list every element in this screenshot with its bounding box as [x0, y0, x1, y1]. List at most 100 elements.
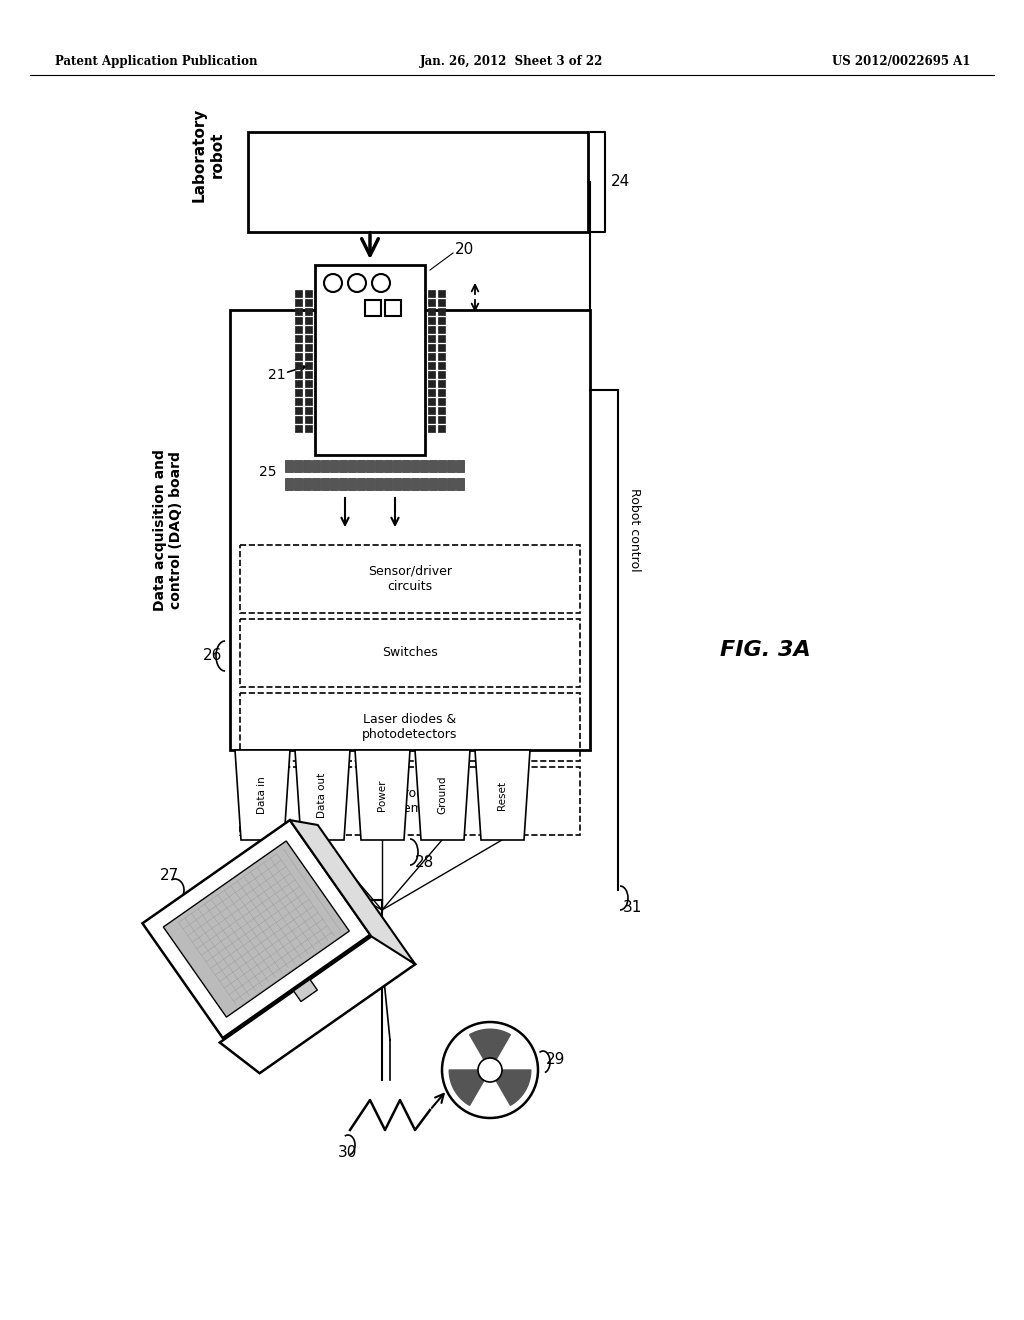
Bar: [428, 300, 435, 306]
Circle shape: [480, 1060, 500, 1080]
Text: 20: 20: [455, 243, 474, 257]
Bar: [438, 290, 445, 297]
Bar: [402, 459, 410, 473]
Bar: [230, 310, 590, 750]
Bar: [295, 290, 302, 297]
Bar: [305, 389, 312, 396]
Bar: [305, 308, 312, 315]
Text: Data in: Data in: [257, 776, 267, 814]
Bar: [348, 478, 356, 490]
Bar: [428, 362, 435, 370]
Bar: [295, 352, 302, 360]
Text: Laser diodes &
photodetectors: Laser diodes & photodetectors: [362, 713, 458, 741]
Bar: [305, 416, 312, 422]
Bar: [428, 308, 435, 315]
Bar: [366, 478, 374, 490]
Bar: [305, 399, 312, 405]
Bar: [428, 326, 435, 333]
Bar: [240, 545, 580, 612]
Bar: [295, 345, 302, 351]
Bar: [429, 459, 437, 473]
Polygon shape: [220, 933, 416, 1073]
Bar: [305, 326, 312, 333]
Text: 22: 22: [333, 288, 350, 302]
Polygon shape: [290, 820, 416, 964]
Bar: [312, 478, 319, 490]
Bar: [295, 380, 302, 387]
Bar: [312, 459, 319, 473]
Bar: [303, 478, 311, 490]
Bar: [438, 399, 445, 405]
Bar: [305, 300, 312, 306]
Bar: [447, 459, 455, 473]
Bar: [438, 300, 445, 306]
Bar: [428, 407, 435, 414]
Bar: [305, 290, 312, 297]
Bar: [295, 425, 302, 432]
Bar: [438, 371, 445, 378]
Polygon shape: [355, 750, 410, 840]
Bar: [295, 335, 302, 342]
Bar: [240, 619, 580, 686]
Text: Jan. 26, 2012  Sheet 3 of 22: Jan. 26, 2012 Sheet 3 of 22: [420, 55, 604, 69]
Text: Ground: Ground: [437, 776, 447, 814]
Text: US 2012/0022695 A1: US 2012/0022695 A1: [831, 55, 970, 69]
Bar: [428, 335, 435, 342]
Bar: [339, 459, 347, 473]
Bar: [295, 399, 302, 405]
Text: 23: 23: [355, 313, 373, 327]
Bar: [428, 399, 435, 405]
Text: Sensor/driver
circuits: Sensor/driver circuits: [368, 565, 452, 593]
Bar: [305, 371, 312, 378]
Bar: [294, 478, 302, 490]
Text: Robot control: Robot control: [628, 488, 641, 572]
Bar: [303, 459, 311, 473]
Bar: [285, 478, 293, 490]
Bar: [305, 317, 312, 323]
Polygon shape: [142, 820, 371, 1038]
Bar: [428, 425, 435, 432]
Bar: [305, 335, 312, 342]
Polygon shape: [295, 750, 350, 840]
Bar: [438, 389, 445, 396]
Bar: [295, 300, 302, 306]
Bar: [428, 345, 435, 351]
Bar: [447, 478, 455, 490]
Text: 26: 26: [203, 648, 222, 664]
Bar: [428, 389, 435, 396]
Bar: [384, 459, 392, 473]
Text: Microprocessor
& memory: Microprocessor & memory: [362, 787, 458, 814]
Bar: [420, 459, 428, 473]
Bar: [305, 380, 312, 387]
Text: 27: 27: [160, 867, 179, 883]
Bar: [295, 371, 302, 378]
Bar: [428, 317, 435, 323]
Circle shape: [478, 1059, 502, 1082]
Text: Patent Application Publication: Patent Application Publication: [55, 55, 257, 69]
Text: Reset: Reset: [497, 780, 507, 809]
Bar: [357, 459, 365, 473]
Bar: [393, 459, 401, 473]
Bar: [428, 416, 435, 422]
Bar: [438, 362, 445, 370]
Text: Laboratory
robot: Laboratory robot: [193, 108, 224, 202]
Bar: [240, 693, 580, 762]
Bar: [295, 362, 302, 370]
Bar: [456, 459, 464, 473]
Bar: [438, 380, 445, 387]
Text: 31: 31: [623, 900, 642, 915]
Bar: [438, 335, 445, 342]
Bar: [438, 425, 445, 432]
Bar: [295, 308, 302, 315]
Bar: [285, 459, 293, 473]
Bar: [357, 478, 365, 490]
Bar: [438, 416, 445, 422]
Bar: [315, 265, 425, 455]
Polygon shape: [490, 1071, 530, 1105]
Text: 24: 24: [611, 174, 630, 190]
Bar: [438, 345, 445, 351]
Text: Switches: Switches: [382, 647, 438, 660]
Bar: [438, 407, 445, 414]
Text: 25: 25: [259, 465, 278, 479]
Bar: [385, 300, 401, 315]
